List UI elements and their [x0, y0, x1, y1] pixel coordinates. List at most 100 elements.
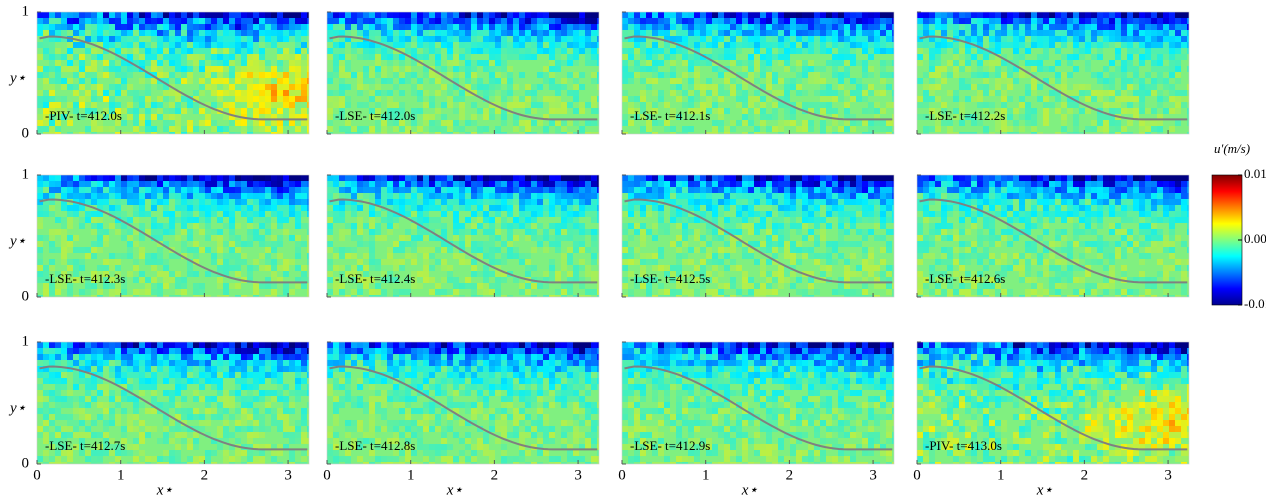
field-cell — [634, 229, 640, 235]
field-cell — [760, 60, 766, 66]
field-cell — [435, 120, 441, 126]
field-cell — [223, 48, 229, 54]
field-cell — [1007, 18, 1013, 24]
field-cell — [555, 199, 561, 205]
field-cell — [670, 114, 676, 120]
field-cell — [157, 18, 163, 24]
field-cell — [435, 181, 441, 187]
field-cell — [471, 60, 477, 66]
field-cell — [37, 18, 43, 24]
field-cell — [531, 265, 537, 271]
field-cell — [531, 193, 537, 199]
field-cell — [289, 108, 295, 114]
field-cell — [489, 24, 495, 30]
field-cell — [187, 235, 193, 241]
field-cell — [652, 108, 658, 114]
field-cell — [37, 181, 43, 187]
field-cell — [573, 12, 579, 18]
field-cell — [405, 78, 411, 84]
field-cell — [91, 175, 97, 181]
field-cell — [892, 199, 894, 205]
field-cell — [537, 72, 543, 78]
field-cell — [856, 187, 862, 193]
field-cell — [327, 271, 333, 277]
field-cell — [357, 84, 363, 90]
field-cell — [277, 217, 283, 223]
field-cell — [676, 114, 682, 120]
field-cell — [868, 211, 874, 217]
field-cell — [217, 187, 223, 193]
field-cell — [103, 72, 109, 78]
field-cell — [628, 235, 634, 241]
field-cell — [211, 84, 217, 90]
field-cell — [1037, 60, 1043, 66]
field-cell — [193, 259, 199, 265]
field-cell — [1037, 84, 1043, 90]
field-cell — [537, 283, 543, 289]
field-cell — [579, 223, 585, 229]
field-cell — [1073, 126, 1079, 132]
field-cell — [513, 114, 519, 120]
field-cell — [151, 277, 157, 283]
field-cell — [307, 102, 309, 108]
field-cell — [345, 72, 351, 78]
field-cell — [567, 102, 573, 108]
field-cell — [1097, 78, 1103, 84]
field-cell — [471, 120, 477, 126]
field-cell — [429, 205, 435, 211]
field-cell — [844, 114, 850, 120]
field-cell — [187, 126, 193, 132]
field-cell — [471, 283, 477, 289]
field-cell — [664, 120, 670, 126]
field-cell — [411, 283, 417, 289]
field-cell — [55, 181, 61, 187]
field-cell — [345, 84, 351, 90]
field-cell — [235, 247, 241, 253]
field-cell — [447, 271, 453, 277]
field-cell — [874, 102, 880, 108]
field-cell — [265, 241, 271, 247]
field-cell — [826, 108, 832, 114]
field-cell — [483, 199, 489, 205]
field-cell — [664, 42, 670, 48]
field-cell — [525, 223, 531, 229]
field-cell — [525, 12, 531, 18]
field-cell — [718, 108, 724, 114]
field-cell — [634, 36, 640, 42]
field-cell — [1151, 60, 1157, 66]
field-cell — [742, 253, 748, 259]
field-cell — [826, 60, 832, 66]
field-cell — [838, 36, 844, 42]
field-cell — [892, 265, 894, 271]
field-cell — [1127, 24, 1133, 30]
field-cell — [307, 42, 309, 48]
field-cell — [387, 90, 393, 96]
field-cell — [399, 181, 405, 187]
field-cell — [459, 283, 465, 289]
field-cell — [1031, 30, 1037, 36]
field-cell — [1103, 24, 1109, 30]
field-cell — [826, 96, 832, 102]
field-cell — [265, 181, 271, 187]
field-cell — [850, 241, 856, 247]
field-cell — [1067, 72, 1073, 78]
field-cell — [862, 229, 868, 235]
field-cell — [49, 96, 55, 102]
field-cell — [549, 259, 555, 265]
field-cell — [175, 108, 181, 114]
field-cell — [646, 126, 652, 132]
field-cell — [628, 54, 634, 60]
field-cell — [399, 199, 405, 205]
field-cell — [519, 217, 525, 223]
field-cell — [61, 78, 67, 84]
field-cell — [85, 96, 91, 102]
field-cell — [917, 54, 923, 60]
field-cell — [483, 229, 489, 235]
field-cell — [85, 126, 91, 132]
field-cell — [1019, 30, 1025, 36]
field-cell — [1109, 18, 1115, 24]
field-cell — [115, 259, 121, 265]
field-cell — [549, 72, 555, 78]
field-cell — [489, 12, 495, 18]
